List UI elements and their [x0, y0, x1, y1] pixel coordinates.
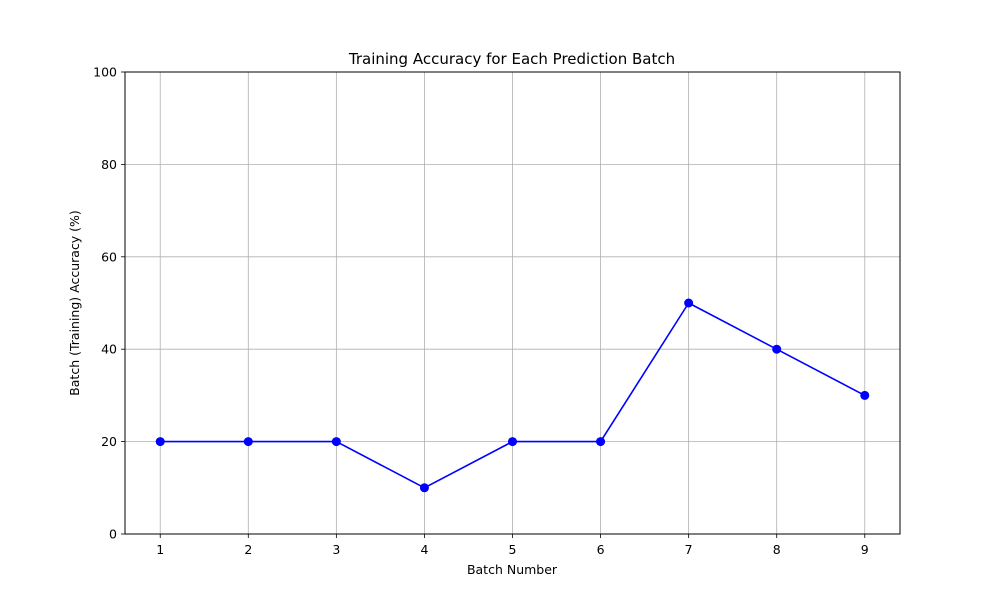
x-axis-ticks: 1 2 3 4 5 6 7 8 9 — [156, 534, 869, 557]
y-axis-ticks: 0 20 40 60 80 100 — [93, 65, 125, 542]
y-tick-label: 0 — [109, 527, 117, 542]
y-tick-label: 80 — [101, 157, 117, 172]
x-tick-label: 9 — [861, 542, 869, 557]
x-axis-label: Batch Number — [467, 562, 558, 577]
y-tick-label: 20 — [101, 434, 117, 449]
data-point — [860, 390, 870, 400]
data-point — [155, 437, 165, 447]
y-axis-label: Batch (Training) Accuracy (%) — [67, 210, 82, 396]
data-point — [419, 483, 429, 493]
data-point — [331, 437, 341, 447]
data-point — [772, 344, 782, 354]
grid — [125, 71, 900, 535]
data-point — [596, 437, 606, 447]
x-tick-label: 6 — [597, 542, 605, 557]
x-tick-label: 8 — [773, 542, 781, 557]
x-tick-label: 2 — [244, 542, 252, 557]
chart-title: Training Accuracy for Each Prediction Ba… — [348, 50, 675, 68]
x-tick-label: 3 — [332, 542, 340, 557]
x-tick-label: 7 — [685, 542, 693, 557]
data-point — [684, 298, 694, 308]
series-layer — [155, 298, 870, 493]
data-point — [508, 437, 517, 447]
y-tick-label: 40 — [101, 342, 117, 357]
x-tick-label: 5 — [509, 542, 517, 557]
data-point — [243, 437, 253, 447]
x-tick-label: 1 — [156, 542, 164, 557]
y-tick-label: 60 — [101, 249, 117, 264]
y-tick-label: 100 — [93, 65, 117, 80]
x-tick-label: 4 — [420, 542, 428, 557]
